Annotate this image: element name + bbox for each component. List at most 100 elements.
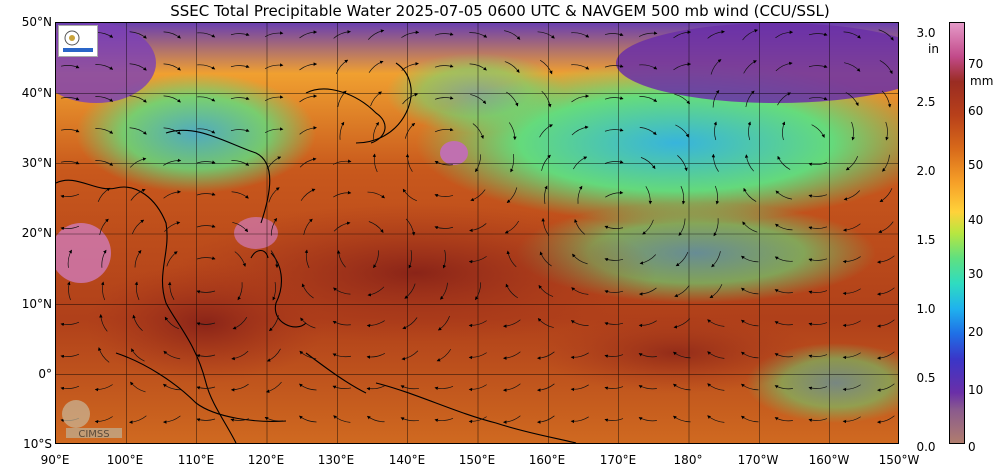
wind-arrow <box>97 347 110 363</box>
wind-arrow <box>401 350 419 361</box>
wind-arrow <box>537 383 555 392</box>
wind-arrow <box>742 29 759 41</box>
wind-arrow <box>434 32 454 36</box>
wind-arrow <box>571 287 589 295</box>
wind-arrow <box>673 318 691 329</box>
wind-arrow <box>472 123 484 139</box>
wind-arrow <box>506 91 519 107</box>
wind-arrow <box>94 416 113 424</box>
wind-arrow <box>604 96 624 100</box>
wind-arrow <box>366 415 385 423</box>
wind-arrow <box>230 32 250 36</box>
wind-arrow <box>571 64 590 70</box>
wind-arrow <box>196 256 216 260</box>
wind-arrow <box>373 250 379 269</box>
wind-arrow <box>842 416 861 424</box>
wind-arrow <box>60 129 80 133</box>
wind-arrow <box>474 154 482 173</box>
wind-arrow <box>639 64 658 70</box>
wind-arrow <box>604 32 624 37</box>
wind-arrow <box>162 415 181 424</box>
wind-arrow <box>775 30 794 39</box>
wind-arrow <box>604 258 624 262</box>
colorbar-in-0-5: 0.5 <box>916 371 936 385</box>
wind-arrow <box>129 63 147 71</box>
wind-arrow <box>713 121 717 141</box>
wind-arrow <box>605 190 624 198</box>
wind-arrow <box>333 415 351 423</box>
wind-arrow <box>196 224 216 228</box>
wind-arrow <box>808 32 828 36</box>
wind-arrow <box>268 187 280 203</box>
wind-arrow <box>741 383 759 391</box>
wind-arrow <box>604 322 624 326</box>
colorbar-in-3-0: 3.0 <box>916 26 936 40</box>
wind-arrow <box>538 284 554 297</box>
lat-label-20n: 20°N <box>21 226 52 240</box>
wind-arrow <box>808 386 828 390</box>
wind-arrow <box>196 386 216 390</box>
wind-arrow <box>808 194 828 198</box>
wind-arrow <box>372 121 380 140</box>
lat-label-10n: 10°N <box>21 297 52 311</box>
wind-arrow <box>504 220 520 234</box>
wind-arrow <box>675 124 689 138</box>
wind-arrow <box>506 250 517 268</box>
wind-arrow <box>673 351 691 359</box>
wind-arrow <box>470 94 487 105</box>
wind-arrow <box>337 90 347 108</box>
wind-arrow <box>299 383 317 391</box>
wind-arrow <box>741 255 759 263</box>
wind-arrow <box>97 187 111 202</box>
wind-arrow <box>537 415 555 424</box>
wind-arrow <box>539 251 552 267</box>
wind-arrow <box>774 256 793 262</box>
wind-arrow <box>408 249 412 269</box>
wind-arrow <box>539 59 553 75</box>
wind-arrow <box>339 121 345 140</box>
wind-arrow <box>879 60 893 75</box>
wind-arrow <box>570 416 589 424</box>
wind-arrow <box>436 348 452 362</box>
wind-arrow <box>129 95 147 103</box>
wind-arrow <box>401 30 420 38</box>
wind-arrow <box>707 30 725 39</box>
wind-arrow <box>366 352 386 359</box>
wind-arrow <box>741 351 759 359</box>
wind-arrow <box>777 155 791 170</box>
colorbar-in-1-0: 1.0 <box>916 302 936 316</box>
wind-arrow <box>741 287 759 295</box>
wind-vectors <box>60 29 895 424</box>
wind-arrow <box>775 223 793 231</box>
wind-arrow <box>95 128 114 134</box>
wind-arrow <box>638 353 657 358</box>
wind-arrow <box>742 221 758 233</box>
wind-arrow <box>303 218 313 235</box>
wind-arrow <box>134 250 142 268</box>
wind-arrow <box>741 319 759 327</box>
wind-arrow <box>468 384 487 392</box>
lon-label-90e: 90°E <box>40 453 70 467</box>
wind-arrow <box>843 190 861 201</box>
wind-arrow <box>231 191 249 199</box>
wind-arrow <box>367 29 385 40</box>
wind-arrow <box>372 153 378 173</box>
wind-arrow <box>774 417 793 422</box>
lon-label-120e: 120°E <box>247 453 285 467</box>
wind-arrow <box>675 252 689 267</box>
lon-label-160w: 160°W <box>808 453 850 467</box>
lon-label-140e: 140°E <box>388 453 426 467</box>
wind-arrow <box>503 383 521 392</box>
colorbar-mm-40: 40 <box>968 213 984 227</box>
wind-arrow <box>197 64 216 70</box>
wind-arrow <box>743 60 757 74</box>
wind-arrow <box>885 121 889 141</box>
wind-arrow <box>842 256 861 264</box>
wind-arrow <box>744 154 754 172</box>
map-title: SSEC Total Precipitable Water 2025-07-05… <box>170 2 830 20</box>
wind-arrow <box>570 352 589 360</box>
colorbar-mm-20: 20 <box>968 325 984 339</box>
cimss-logo: CIMSS <box>58 392 128 440</box>
wind-arrow <box>230 64 250 68</box>
wind-arrow <box>537 31 555 39</box>
